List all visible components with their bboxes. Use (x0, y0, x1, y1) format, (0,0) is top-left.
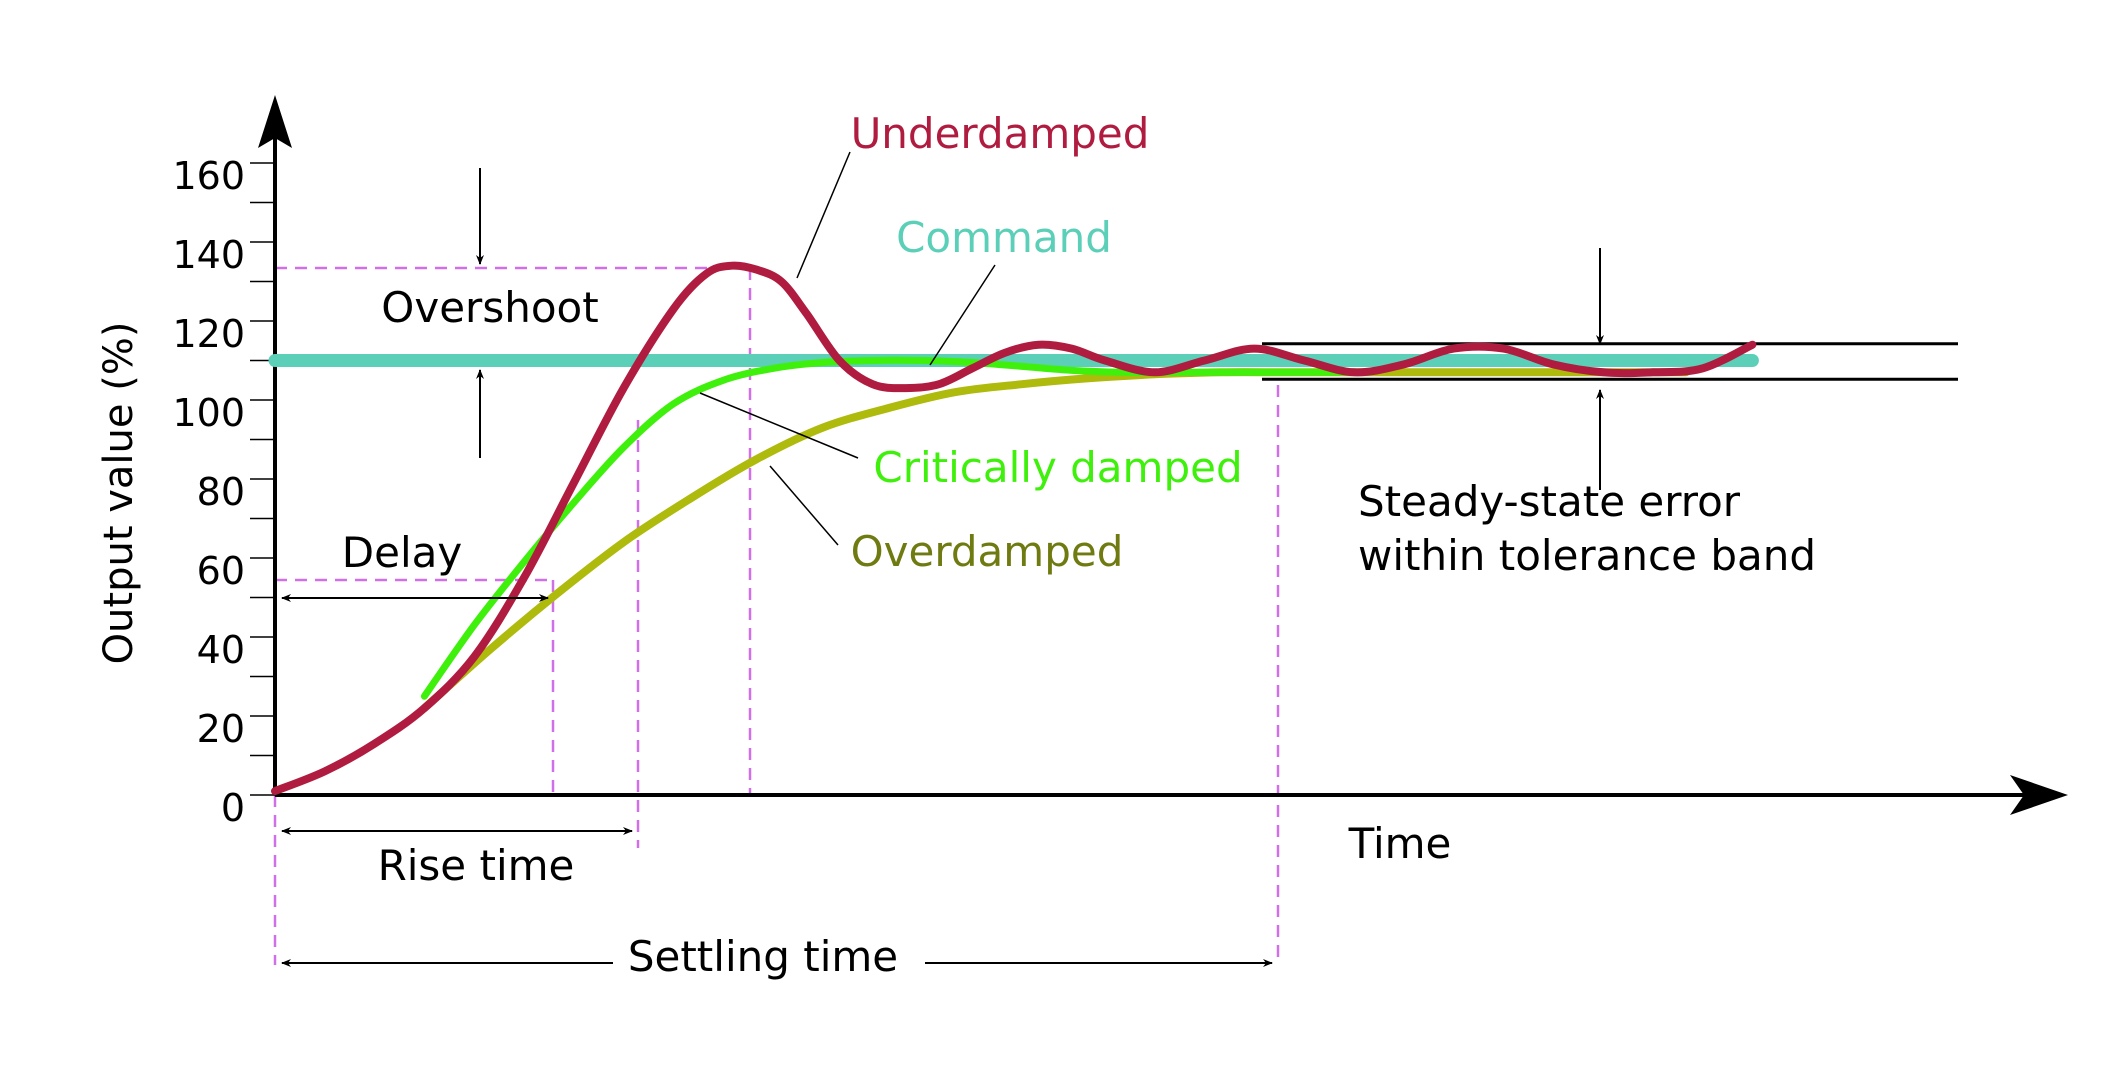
y-tick-label: 20 (197, 707, 245, 751)
settling-time-label: Settling time (628, 932, 898, 981)
y-tick-label: 0 (221, 786, 245, 830)
command-leader (929, 264, 996, 366)
overdamped-line (420, 368, 1690, 713)
tolerance-band (1262, 342, 1958, 381)
rise-time-label: Rise time (378, 841, 575, 890)
y-tick-label: 160 (172, 154, 245, 198)
steady-state-label-line1: Steady-state error (1358, 477, 1741, 526)
underdamped-leader (796, 151, 851, 279)
command-label: Command (896, 213, 1112, 262)
x-axis-label: Time (1348, 819, 1452, 868)
axes (258, 95, 2068, 815)
underdamped-label: Underdamped (851, 109, 1150, 158)
y-ticks: 0 20 40 60 80 100 120 140 160 (172, 154, 275, 830)
delay-label: Delay (342, 528, 462, 577)
overdamped-leader (769, 465, 839, 546)
annotation-arrows (281, 168, 1604, 967)
overdamped-label: Overdamped (851, 527, 1124, 576)
series-lines (268, 261, 1759, 796)
label-leader-lines (699, 151, 996, 546)
y-axis-label: Output value (%) (96, 322, 142, 665)
y-tick-label: 40 (197, 628, 245, 672)
y-tick-label: 100 (172, 391, 245, 435)
critically-damped-label: Critically damped (873, 443, 1242, 492)
x-axis-arrowhead (2010, 775, 2068, 815)
y-tick-label: 120 (172, 312, 245, 356)
overshoot-label: Overshoot (381, 283, 598, 332)
steady-state-label-line2: within tolerance band (1358, 531, 1816, 580)
y-axis-arrowhead (258, 95, 292, 148)
y-tick-label: 80 (197, 470, 245, 514)
y-tick-label: 60 (197, 549, 245, 593)
underdamped-line (271, 261, 1757, 796)
critically-damped-leader (699, 392, 859, 459)
critically-damped-line (420, 356, 1375, 700)
y-tick-label: 140 (172, 233, 245, 277)
